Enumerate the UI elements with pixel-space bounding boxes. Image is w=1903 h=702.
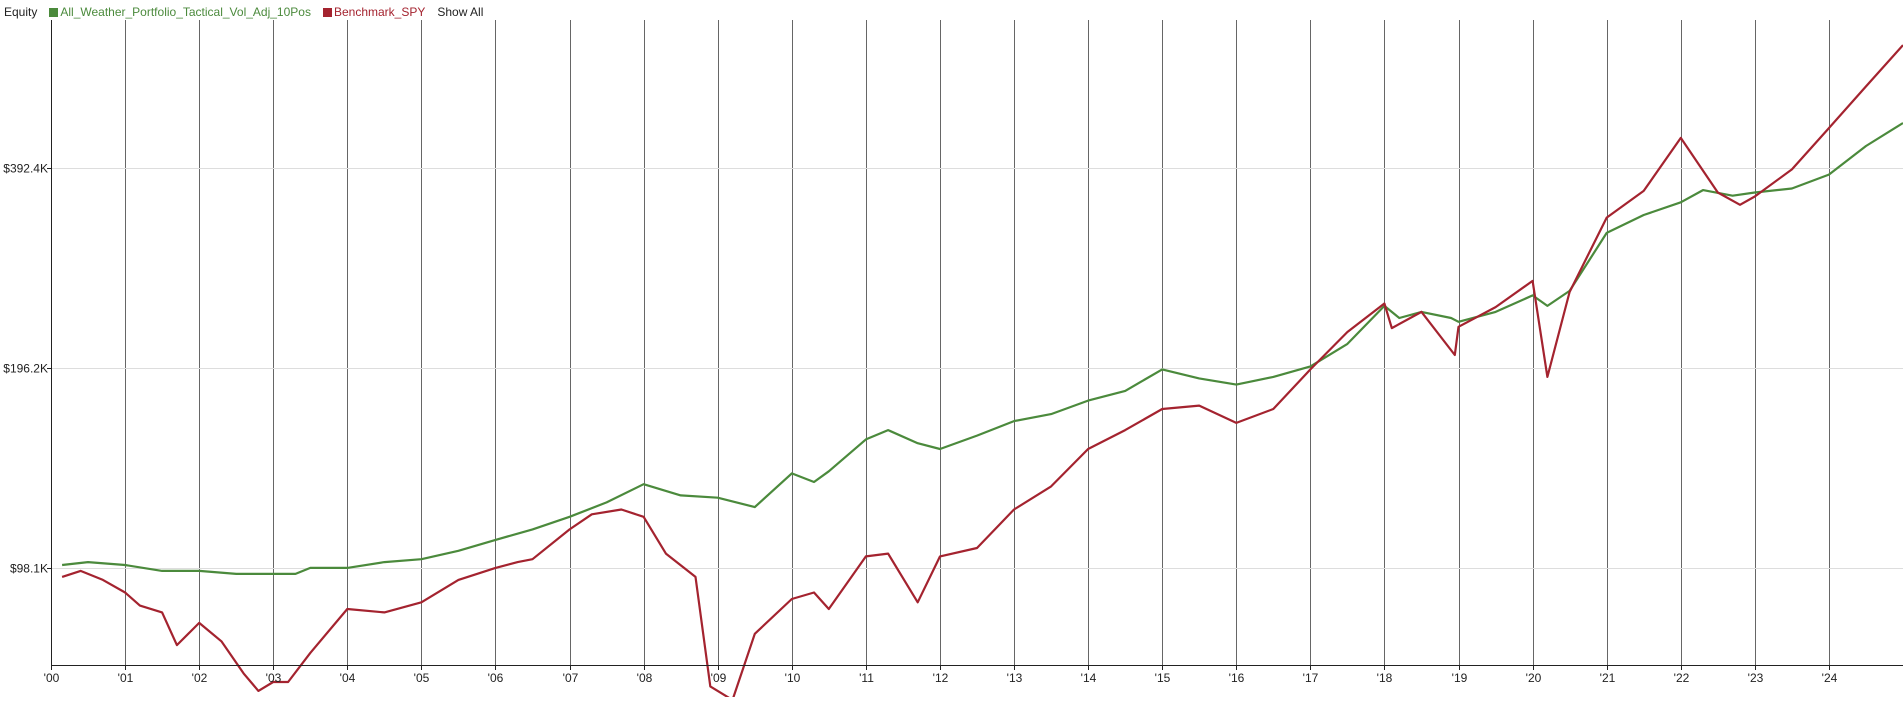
legend-item-strategy[interactable]: All_Weather_Portfolio_Tactical_Vol_Adj_1… [49, 5, 311, 19]
legend-swatch-strategy [49, 7, 59, 17]
legend-item-benchmark[interactable]: Benchmark_SPY [322, 5, 426, 19]
x-tick-label: '11 [859, 671, 874, 685]
x-tick-label: '08 [637, 671, 653, 685]
y-tick-label: $98.1K [10, 562, 48, 576]
axes [47, 20, 1903, 670]
x-tick-label: '03 [266, 671, 282, 685]
x-tick-label: '14 [1081, 671, 1097, 685]
x-tick-label: '00 [44, 671, 60, 685]
legend-title: Equity [4, 5, 38, 19]
x-tick-label: '12 [933, 671, 949, 685]
x-tick-label: '04 [340, 671, 356, 685]
x-tick-label: '19 [1452, 671, 1468, 685]
x-tick-label: '23 [1748, 671, 1764, 685]
y-tick-label: $196.2K [3, 362, 48, 376]
x-tick-label: '24 [1822, 671, 1838, 685]
strategy-equity-line [61, 122, 1903, 575]
legend-swatch-benchmark [322, 7, 332, 17]
x-tick-label: '20 [1526, 671, 1542, 685]
x-tick-label: '15 [1155, 671, 1171, 685]
x-tick-label: '10 [785, 671, 801, 685]
x-tick-label: '13 [1007, 671, 1023, 685]
x-tick-label: '05 [414, 671, 430, 685]
x-tick-label: '16 [1229, 671, 1245, 685]
benchmark-equity-line [61, 44, 1903, 702]
legend-label-strategy: All_Weather_Portfolio_Tactical_Vol_Adj_1… [60, 5, 311, 19]
x-tick-label: '06 [488, 671, 504, 685]
x-tick-label: '17 [1303, 671, 1319, 685]
x-tick-label: '07 [563, 671, 579, 685]
horizontal-gridlines [51, 168, 1903, 569]
x-tick-labels: '00 '01 '02 '03 '04 '05 '06 '07 '08 '09 '10 '11 '12 '… [44, 671, 1838, 685]
x-tick-label: '22 [1674, 671, 1690, 685]
y-tick-labels: $98.1K $196.2K $392.4K [3, 162, 48, 576]
x-tick-label: '01 [118, 671, 134, 685]
x-tick-label: '21 [1600, 671, 1616, 685]
y-tick-label: $392.4K [3, 162, 48, 176]
x-tick-label: '18 [1377, 671, 1393, 685]
x-tick-label: '09 [711, 671, 727, 685]
show-all-button[interactable]: Show All [437, 5, 484, 19]
x-tick-label: '02 [192, 671, 208, 685]
legend-label-benchmark: Benchmark_SPY [333, 5, 426, 19]
chart-legend: Equity All_Weather_Portfolio_Tactical_Vo… [4, 4, 483, 20]
vertical-gridlines [125, 20, 1830, 665]
series-layer [61, 44, 1903, 702]
